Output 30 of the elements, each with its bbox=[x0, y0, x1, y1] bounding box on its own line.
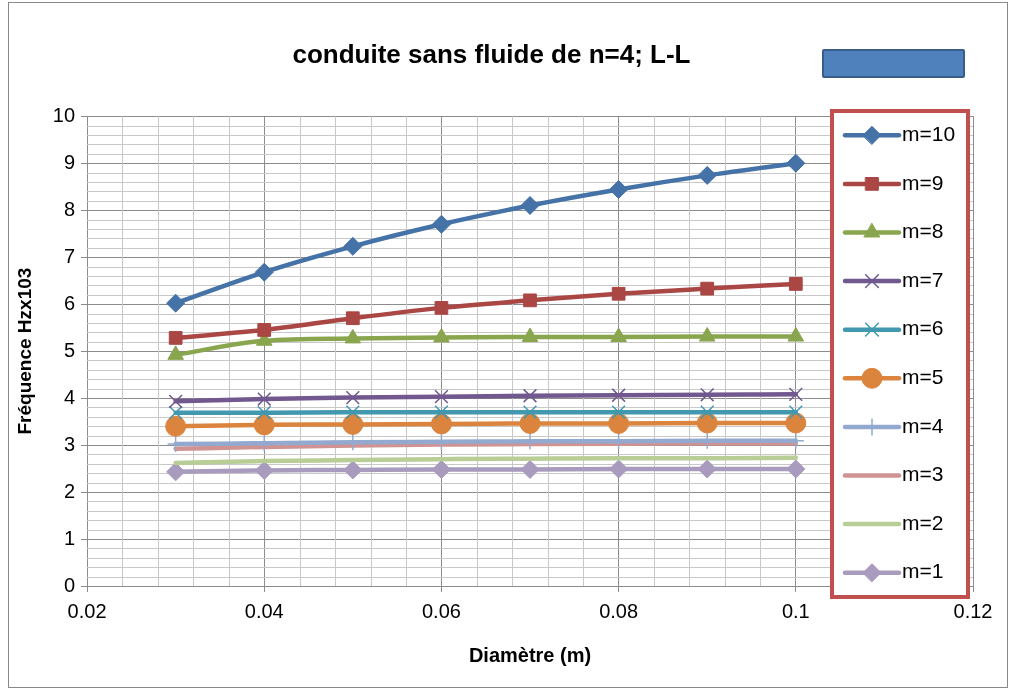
x-tick-label: 0.04 bbox=[244, 599, 284, 622]
y-tick-label: 8 bbox=[63, 197, 76, 220]
legend-label: m=9 bbox=[902, 170, 944, 194]
y-tick-label: 4 bbox=[63, 385, 76, 408]
chart-title: conduite sans fluide de n=4; L-L bbox=[292, 38, 691, 69]
x-tick-label: 0.1 bbox=[781, 599, 810, 622]
y-tick-label: 7 bbox=[63, 244, 76, 267]
legend-label: m=4 bbox=[902, 413, 944, 437]
y-tick-label: 6 bbox=[63, 291, 76, 314]
legend-label: m=5 bbox=[902, 365, 944, 389]
x-tick-label: 0.12 bbox=[953, 599, 993, 622]
legend-label: m=7 bbox=[902, 267, 944, 291]
x-tick-label: 0.02 bbox=[67, 599, 107, 622]
x-axis-title: Diamètre (m) bbox=[468, 643, 592, 666]
y-tick-label: 2 bbox=[63, 479, 76, 502]
legend-label: m=10 bbox=[902, 122, 956, 146]
legend-label: m=3 bbox=[902, 462, 944, 486]
y-tick-label: 3 bbox=[63, 432, 76, 455]
y-tick-label: 0 bbox=[63, 573, 76, 596]
legend-label: m=6 bbox=[902, 316, 944, 340]
x-tick-label: 0.06 bbox=[421, 599, 461, 622]
legend-label: m=1 bbox=[902, 559, 944, 583]
x-tick-label: 0.08 bbox=[599, 599, 639, 622]
y-tick-label: 5 bbox=[63, 338, 76, 361]
y-tick-label: 10 bbox=[52, 103, 76, 126]
y-axis-title: Fréquence Hzx103 bbox=[13, 267, 35, 435]
y-tick-label: 9 bbox=[63, 150, 76, 173]
legend-label: m=8 bbox=[902, 219, 944, 243]
y-tick-label: 1 bbox=[63, 526, 76, 549]
legend-label: m=2 bbox=[902, 510, 944, 534]
